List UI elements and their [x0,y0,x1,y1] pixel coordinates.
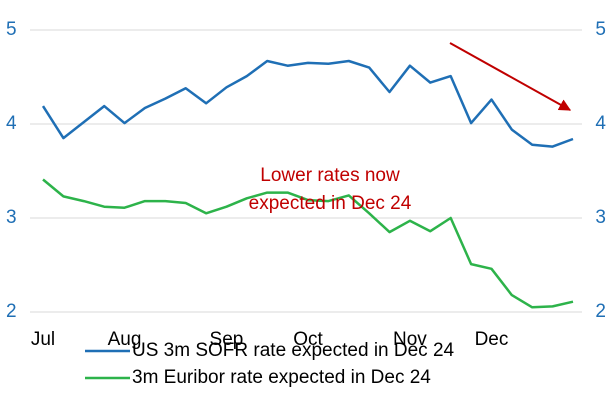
series-line [42,178,574,309]
arrow [449,42,572,111]
y-tick-label: 5 [6,19,17,40]
series-line [41,59,574,148]
y2-tick-label: 3 [595,207,606,228]
x-tick-label: Sep [210,329,244,350]
x-tick-label: Nov [393,329,427,350]
y-tick-label: 3 [6,207,17,228]
x-tick-label: Dec [475,329,509,350]
x-tick-label: Aug [108,329,142,350]
legend-label: US 3m SOFR rate expected in Dec 24 [132,340,455,361]
legend-label: 3m Euribor rate expected in Dec 24 [132,367,431,388]
y-tick-label: 4 [6,113,17,134]
y2-tick-label: 4 [595,113,606,134]
y2-tick-label: 5 [595,19,606,40]
y-tick-label: 2 [6,301,17,322]
x-tick-label: Oct [293,329,323,350]
y2-tick-label: 2 [595,301,606,322]
annotation: expected in Dec 24 [249,193,412,214]
x-tick-label: Jul [31,329,55,350]
annotation: Lower rates now [260,165,400,186]
